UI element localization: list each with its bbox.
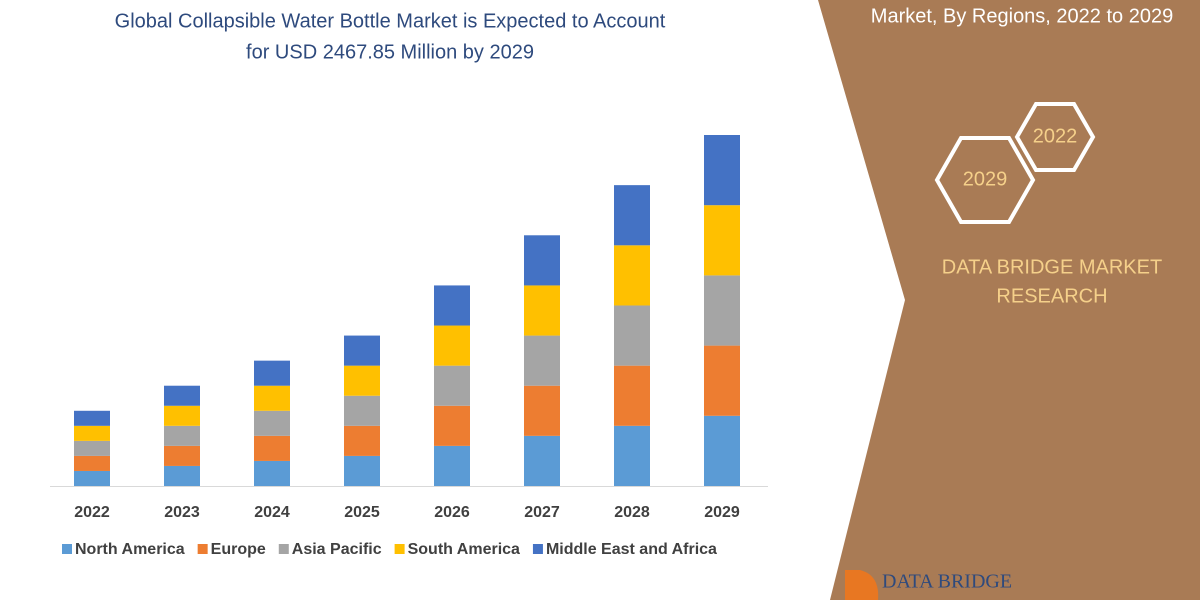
- bar-segment: [434, 325, 470, 366]
- bar-segment: [254, 410, 290, 436]
- bar-segment: [614, 425, 650, 486]
- legend-label: South America: [408, 541, 520, 558]
- legend-swatch: [62, 544, 72, 554]
- bar-segment: [164, 405, 200, 426]
- chart-title: for USD 2467.85 Million by 2029: [246, 41, 534, 63]
- bar-segment: [74, 470, 110, 486]
- chart-title: Global Collapsible Water Bottle Market i…: [115, 10, 666, 32]
- bar-segment: [614, 245, 650, 306]
- logo-icon: [845, 570, 879, 600]
- bar-segment: [614, 185, 650, 246]
- badge: 2022: [1033, 125, 1078, 147]
- bar-segment: [524, 435, 560, 486]
- bar-segment: [344, 425, 380, 456]
- legend-swatch: [197, 544, 208, 554]
- bar-segment: [164, 445, 200, 466]
- side-panel: [818, 0, 1200, 600]
- x-tick-label: 2029: [704, 504, 740, 521]
- bar-segment: [704, 135, 740, 206]
- bar-segment: [344, 365, 380, 396]
- bar-segment: [254, 460, 290, 486]
- bar-segment: [74, 440, 110, 456]
- x-tick-label: 2028: [614, 504, 650, 521]
- hexagon: [934, 136, 1036, 224]
- bar-segment: [434, 445, 470, 486]
- bar-segment: [344, 395, 380, 426]
- legend-swatch: [532, 544, 543, 554]
- legend-label: North America: [75, 541, 185, 558]
- bar-segment: [74, 410, 110, 426]
- bar-segment: [434, 285, 470, 326]
- x-tick-label: 2026: [434, 504, 470, 521]
- bar-segment: [254, 385, 290, 411]
- x-tick-label: 2022: [74, 504, 110, 521]
- bar-segment: [704, 415, 740, 486]
- bar-segment: [704, 275, 740, 346]
- bar-segment: [164, 465, 200, 486]
- bar-segment: [524, 235, 560, 286]
- hexagon: [1014, 102, 1096, 172]
- bar-segment: [524, 335, 560, 386]
- bar-segment: [704, 205, 740, 276]
- bar-segment: [614, 305, 650, 366]
- x-tick-label: 2025: [344, 504, 380, 521]
- logo-text: DATA BRIDGE: [882, 571, 1012, 593]
- bar-segment: [74, 455, 110, 471]
- x-tick-label: 2024: [254, 504, 290, 521]
- x-tick-label: 2027: [524, 504, 560, 521]
- brand-text: DATA BRIDGE MARKET: [942, 256, 1162, 278]
- badge: 2029: [963, 168, 1008, 190]
- bar-segment: [254, 435, 290, 461]
- bar-segment: [254, 360, 290, 386]
- legend-swatch: [394, 544, 405, 554]
- bar-segment: [434, 405, 470, 446]
- bar-segment: [614, 365, 650, 426]
- bar-segment: [704, 345, 740, 416]
- x-tick-label: 2023: [164, 504, 200, 521]
- legend-label: Europe: [211, 541, 266, 558]
- bar-segment: [344, 455, 380, 486]
- bar-segment: [344, 335, 380, 366]
- bar-segment: [164, 385, 200, 406]
- bar-segment: [164, 425, 200, 446]
- legend-label: Middle East and Africa: [546, 541, 717, 558]
- bar-segment: [524, 385, 560, 436]
- brand-text: RESEARCH: [996, 285, 1107, 307]
- bar-segment: [524, 285, 560, 336]
- legend-swatch: [278, 544, 289, 554]
- legend-label: Asia Pacific: [292, 541, 382, 558]
- side-heading: Market, By Regions, 2022 to 2029: [871, 5, 1173, 27]
- bar-segment: [74, 425, 110, 441]
- bar-segment: [434, 365, 470, 406]
